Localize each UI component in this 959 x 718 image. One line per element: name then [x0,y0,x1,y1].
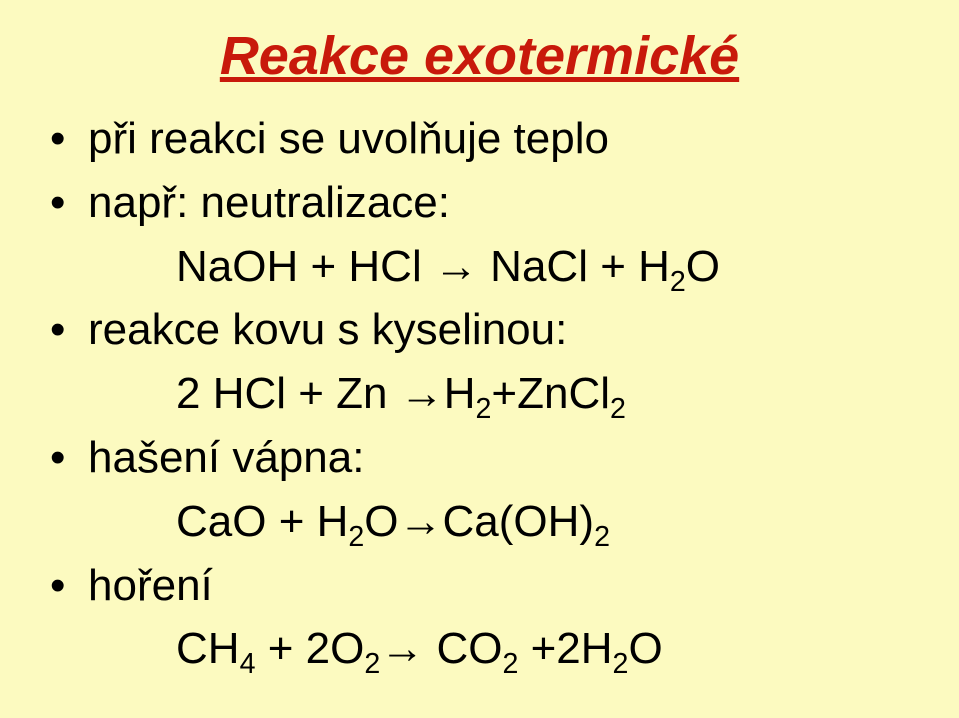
slide: Reakce exotermické při reakci se uvolňuj… [0,0,959,718]
bullet-item: hašení vápna: [50,426,959,490]
slide-title: Reakce exotermické [0,25,959,87]
indented-line: CaO + H2O→Ca(OH)2 [50,490,959,554]
bullet-list: při reakci se uvolňuje teplonapř: neutra… [0,107,959,681]
bullet-item: hoření [50,554,959,618]
bullet-item: např: neutralizace: [50,171,959,235]
indented-line: 2 HCl + Zn →H2+ZnCl2 [50,362,959,426]
bullet-item: reakce kovu s kyselinou: [50,298,959,362]
bullet-item: při reakci se uvolňuje teplo [50,107,959,171]
indented-line: NaOH + HCl → NaCl + H2O [50,235,959,299]
indented-line: CH4 + 2O2→ CO2 +2H2O [50,617,959,681]
